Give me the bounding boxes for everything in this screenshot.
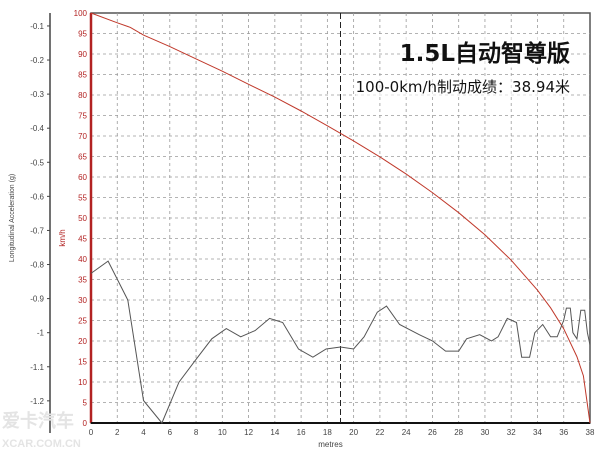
chart-annotation-model: 1.5L自动智尊版 (399, 34, 570, 68)
x-tick-label: 34 (533, 428, 542, 437)
acceleration-series-line (90, 260, 591, 424)
accel-tick-label: -0.6 (30, 192, 44, 201)
speed-tick-label: 20 (78, 337, 87, 346)
x-tick-label: 18 (323, 428, 332, 437)
accel-tick-label: -0.3 (30, 90, 44, 99)
x-tick-label: 12 (244, 428, 253, 437)
watermark-logo: 爱卡汽车 (2, 411, 74, 431)
speed-tick-label: 45 (78, 235, 87, 244)
speed-tick-label: 10 (78, 378, 87, 387)
speed-axis-label: km/h (58, 229, 67, 246)
speed-tick-label: 80 (78, 91, 87, 100)
watermark-url: XCAR.COM.CN (2, 438, 81, 450)
speed-tick-label: 55 (78, 194, 87, 203)
x-tick-label: 22 (375, 428, 384, 437)
speed-tick-label: 25 (78, 317, 87, 326)
accel-tick-label: -0.5 (30, 158, 44, 167)
accel-tick-label: -0.8 (30, 261, 44, 270)
accel-tick-label: -1.2 (30, 397, 44, 406)
speed-tick-label: 40 (78, 255, 87, 264)
speed-series-line (90, 12, 591, 424)
x-tick-label: 6 (168, 428, 173, 437)
accel-axis-label: Longitudinal Acceleration (g) (9, 174, 16, 262)
accel-tick-label: -0.7 (30, 226, 44, 235)
speed-tick-label: 65 (78, 153, 87, 162)
x-tick-label: 4 (141, 428, 146, 437)
speed-tick-label: 100 (74, 9, 88, 18)
speed-tick-label: 50 (78, 214, 87, 223)
speed-tick-label: 95 (78, 30, 87, 39)
x-tick-label: 8 (194, 428, 199, 437)
speed-tick-label: 85 (78, 71, 87, 80)
x-axis-label: metres (318, 440, 342, 449)
x-tick-label: 20 (349, 428, 358, 437)
x-tick-label: 2 (115, 428, 120, 437)
chart-annotation-result: 100-0km/h制动成绩：38.94米 (355, 76, 570, 97)
x-tick-label: 14 (270, 428, 279, 437)
x-tick-label: 0 (89, 428, 94, 437)
x-tick-label: 24 (402, 428, 411, 437)
speed-tick-label: 15 (78, 358, 87, 367)
speed-tick-label: 0 (83, 419, 88, 428)
accel-tick-label: -0.9 (30, 295, 44, 304)
accel-tick-label: -0.4 (30, 124, 44, 133)
x-tick-label: 36 (559, 428, 568, 437)
speed-tick-label: 90 (78, 50, 87, 59)
x-tick-label: 16 (297, 428, 306, 437)
x-tick-label: 10 (218, 428, 227, 437)
speed-tick-label: 70 (78, 132, 87, 141)
speed-tick-label: 30 (78, 296, 87, 305)
speed-tick-label: 75 (78, 112, 87, 121)
speed-tick-label: 5 (83, 399, 88, 408)
x-tick-label: 26 (428, 428, 437, 437)
x-tick-label: 32 (507, 428, 516, 437)
x-tick-label: 30 (480, 428, 489, 437)
accel-tick-label: -1 (37, 329, 45, 338)
accel-tick-label: -0.2 (30, 56, 44, 65)
speed-tick-label: 35 (78, 276, 87, 285)
x-tick-label: 38 (586, 428, 595, 437)
accel-tick-label: -0.1 (30, 22, 44, 31)
accel-tick-label: -1.1 (30, 363, 44, 372)
speed-tick-label: 60 (78, 173, 87, 182)
x-tick-label: 28 (454, 428, 463, 437)
